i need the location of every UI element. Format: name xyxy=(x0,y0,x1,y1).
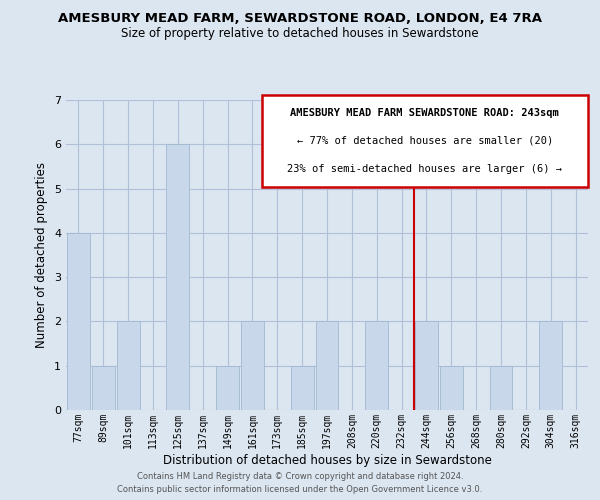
Text: AMESBURY MEAD FARM, SEWARDSTONE ROAD, LONDON, E4 7RA: AMESBURY MEAD FARM, SEWARDSTONE ROAD, LO… xyxy=(58,12,542,26)
X-axis label: Distribution of detached houses by size in Sewardstone: Distribution of detached houses by size … xyxy=(163,454,491,466)
Text: Contains HM Land Registry data © Crown copyright and database right 2024.: Contains HM Land Registry data © Crown c… xyxy=(137,472,463,481)
Bar xyxy=(117,322,140,410)
Bar xyxy=(415,322,438,410)
FancyBboxPatch shape xyxy=(262,96,588,187)
Bar xyxy=(166,144,189,410)
Bar xyxy=(216,366,239,410)
Bar xyxy=(67,233,90,410)
Bar xyxy=(92,366,115,410)
Text: Contains public sector information licensed under the Open Government Licence v3: Contains public sector information licen… xyxy=(118,485,482,494)
Y-axis label: Number of detached properties: Number of detached properties xyxy=(35,162,49,348)
Text: 23% of semi-detached houses are larger (6) →: 23% of semi-detached houses are larger (… xyxy=(287,164,562,173)
Bar xyxy=(316,322,338,410)
Bar xyxy=(539,322,562,410)
Bar xyxy=(365,322,388,410)
Text: Size of property relative to detached houses in Sewardstone: Size of property relative to detached ho… xyxy=(121,28,479,40)
Bar xyxy=(440,366,463,410)
Bar xyxy=(490,366,512,410)
Text: AMESBURY MEAD FARM SEWARDSTONE ROAD: 243sqm: AMESBURY MEAD FARM SEWARDSTONE ROAD: 243… xyxy=(290,108,559,118)
Bar xyxy=(241,322,264,410)
Text: ← 77% of detached houses are smaller (20): ← 77% of detached houses are smaller (20… xyxy=(297,136,553,145)
Bar xyxy=(291,366,314,410)
